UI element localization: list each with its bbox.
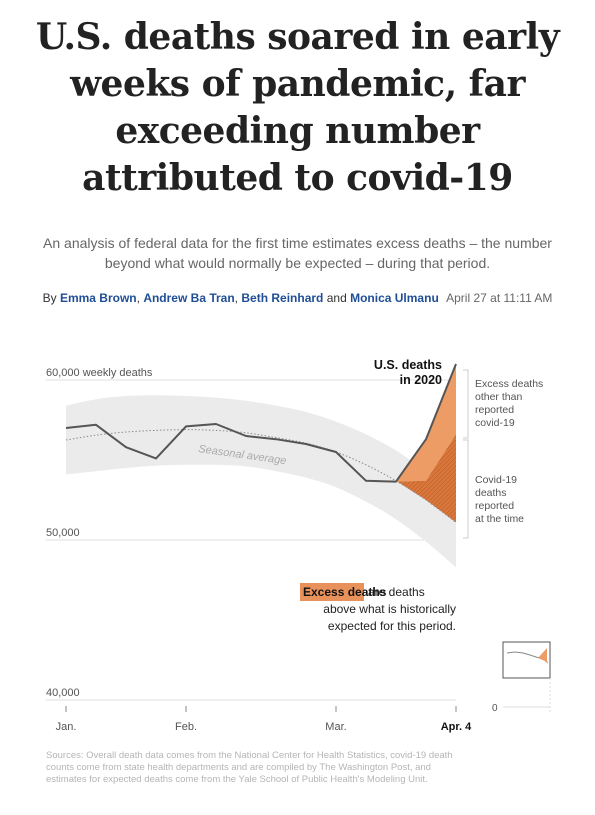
us-deaths-2020-line [65,363,457,483]
publish-date: April 27 at 11:11 AM [446,291,553,305]
callout-text: are deaths [368,585,425,599]
callout-text: above what is historically [323,602,456,616]
y-tick-label: 40,000 [46,687,80,699]
callout-text: expected for this period. [328,619,456,633]
x-tick-label: Mar. [325,721,346,733]
author-link-andrew-ba-tran[interactable]: Andrew Ba Tran [143,291,235,305]
x-tick-label: Jan. [56,721,77,733]
byline: By Emma Brown, Andrew Ba Tran, Beth Rein… [0,291,595,305]
y-tick-label: 50,000 [46,527,80,539]
excess-other-label: Excess deaths [475,378,543,390]
author-link-emma-brown[interactable]: Emma Brown [59,291,137,305]
source-note: Sources: Overall death data comes from t… [46,750,453,785]
dek: An analysis of federal data for the firs… [43,235,552,271]
inset-frame [502,641,551,679]
covid-reported-label: Covid-19 [475,474,517,486]
covid-reported-label: reported [475,500,514,512]
y-tick-label: 60,000 weekly deaths [46,367,153,379]
covid-reported-label: deaths [475,487,507,499]
byline-and: and [326,291,347,305]
inset-minimap: 0 [492,641,551,714]
covid-reported-bracket [463,439,469,539]
byline-separator: , [136,291,140,305]
covid-reported-label: at the time [475,513,524,525]
inset-excess-area [538,648,547,662]
inset-zero-label: 0 [492,703,498,714]
series-label-line2: in 2020 [400,373,442,387]
seasonal-average-line [65,429,457,523]
covid-reported-area [396,434,456,523]
headline: U.S. deaths soared in early weeks of pan… [35,16,560,199]
excess-other-label: reported [475,404,514,416]
series-label-line1: U.S. deaths [374,358,442,372]
byline-separator: , [234,291,239,305]
excess-deaths-key-swatch [300,583,364,601]
x-tick-label: Feb. [175,721,197,733]
callout-key: Excess deaths [303,585,387,599]
author-link-beth-reinhard[interactable]: Beth Reinhard [241,291,324,305]
gridlines [46,379,456,701]
seasonal-range-band [66,395,456,568]
author-link-monica-ulmanu[interactable]: Monica Ulmanu [350,291,439,305]
excess-deaths-other-area [396,364,456,482]
excess-other-label: covid-19 [475,417,515,429]
x-axis: Jan. Feb. Mar. Apr. 4 [56,706,472,733]
byline-by: By [42,291,57,305]
excess-other-label: other than [475,391,522,403]
excess-other-bracket [463,369,469,439]
excess-deaths-chart: 40,000 50,000 60,000 weekly deaths Jan. Feb… [46,358,551,733]
y-axis: 40,000 50,000 60,000 weekly deaths [46,367,153,699]
x-tick-label: Apr. 4 [441,721,472,733]
